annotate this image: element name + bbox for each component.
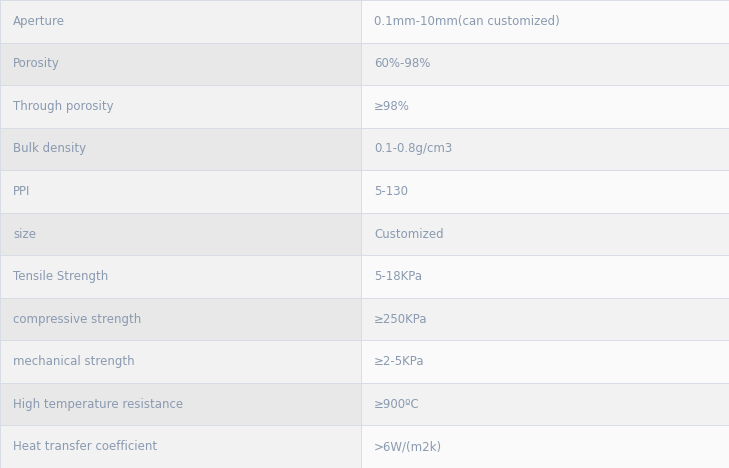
Text: Aperture: Aperture (13, 15, 65, 28)
Text: ≥98%: ≥98% (374, 100, 410, 113)
Text: High temperature resistance: High temperature resistance (13, 398, 183, 411)
Bar (0, 383, 361, 425)
Text: Heat transfer coefficient: Heat transfer coefficient (13, 440, 157, 453)
Bar (361, 128, 729, 170)
Text: 0.1mm-10mm(can customized): 0.1mm-10mm(can customized) (374, 15, 560, 28)
Text: Porosity: Porosity (13, 57, 60, 70)
Bar (361, 43, 729, 85)
Text: 5-130: 5-130 (374, 185, 408, 198)
Bar (361, 340, 729, 383)
Text: 0.1-0.8g/cm3: 0.1-0.8g/cm3 (374, 142, 452, 155)
Bar (0, 128, 361, 170)
Text: 60%-98%: 60%-98% (374, 57, 430, 70)
Bar (0, 43, 361, 85)
Bar (0, 425, 361, 468)
Text: Bulk density: Bulk density (13, 142, 86, 155)
Bar (0, 170, 361, 213)
Bar (0, 85, 361, 128)
Bar (361, 255, 729, 298)
Text: PPI: PPI (13, 185, 31, 198)
Bar (361, 85, 729, 128)
Text: size: size (13, 227, 36, 241)
Text: ≥2-5KPa: ≥2-5KPa (374, 355, 424, 368)
Bar (0, 340, 361, 383)
Bar (361, 383, 729, 425)
Text: 5-18KPa: 5-18KPa (374, 270, 422, 283)
Bar (0, 255, 361, 298)
Bar (361, 170, 729, 213)
Text: ≥900ºC: ≥900ºC (374, 398, 420, 411)
Text: Through porosity: Through porosity (13, 100, 114, 113)
Text: mechanical strength: mechanical strength (13, 355, 135, 368)
Bar (0, 298, 361, 340)
Bar (361, 213, 729, 255)
Text: Tensile Strength: Tensile Strength (13, 270, 109, 283)
Text: >6W/(m2k): >6W/(m2k) (374, 440, 442, 453)
Bar (361, 0, 729, 43)
Text: ≥250KPa: ≥250KPa (374, 313, 427, 326)
Bar (361, 298, 729, 340)
Text: Customized: Customized (374, 227, 444, 241)
Bar (0, 213, 361, 255)
Bar (361, 425, 729, 468)
Text: compressive strength: compressive strength (13, 313, 141, 326)
Bar (0, 0, 361, 43)
